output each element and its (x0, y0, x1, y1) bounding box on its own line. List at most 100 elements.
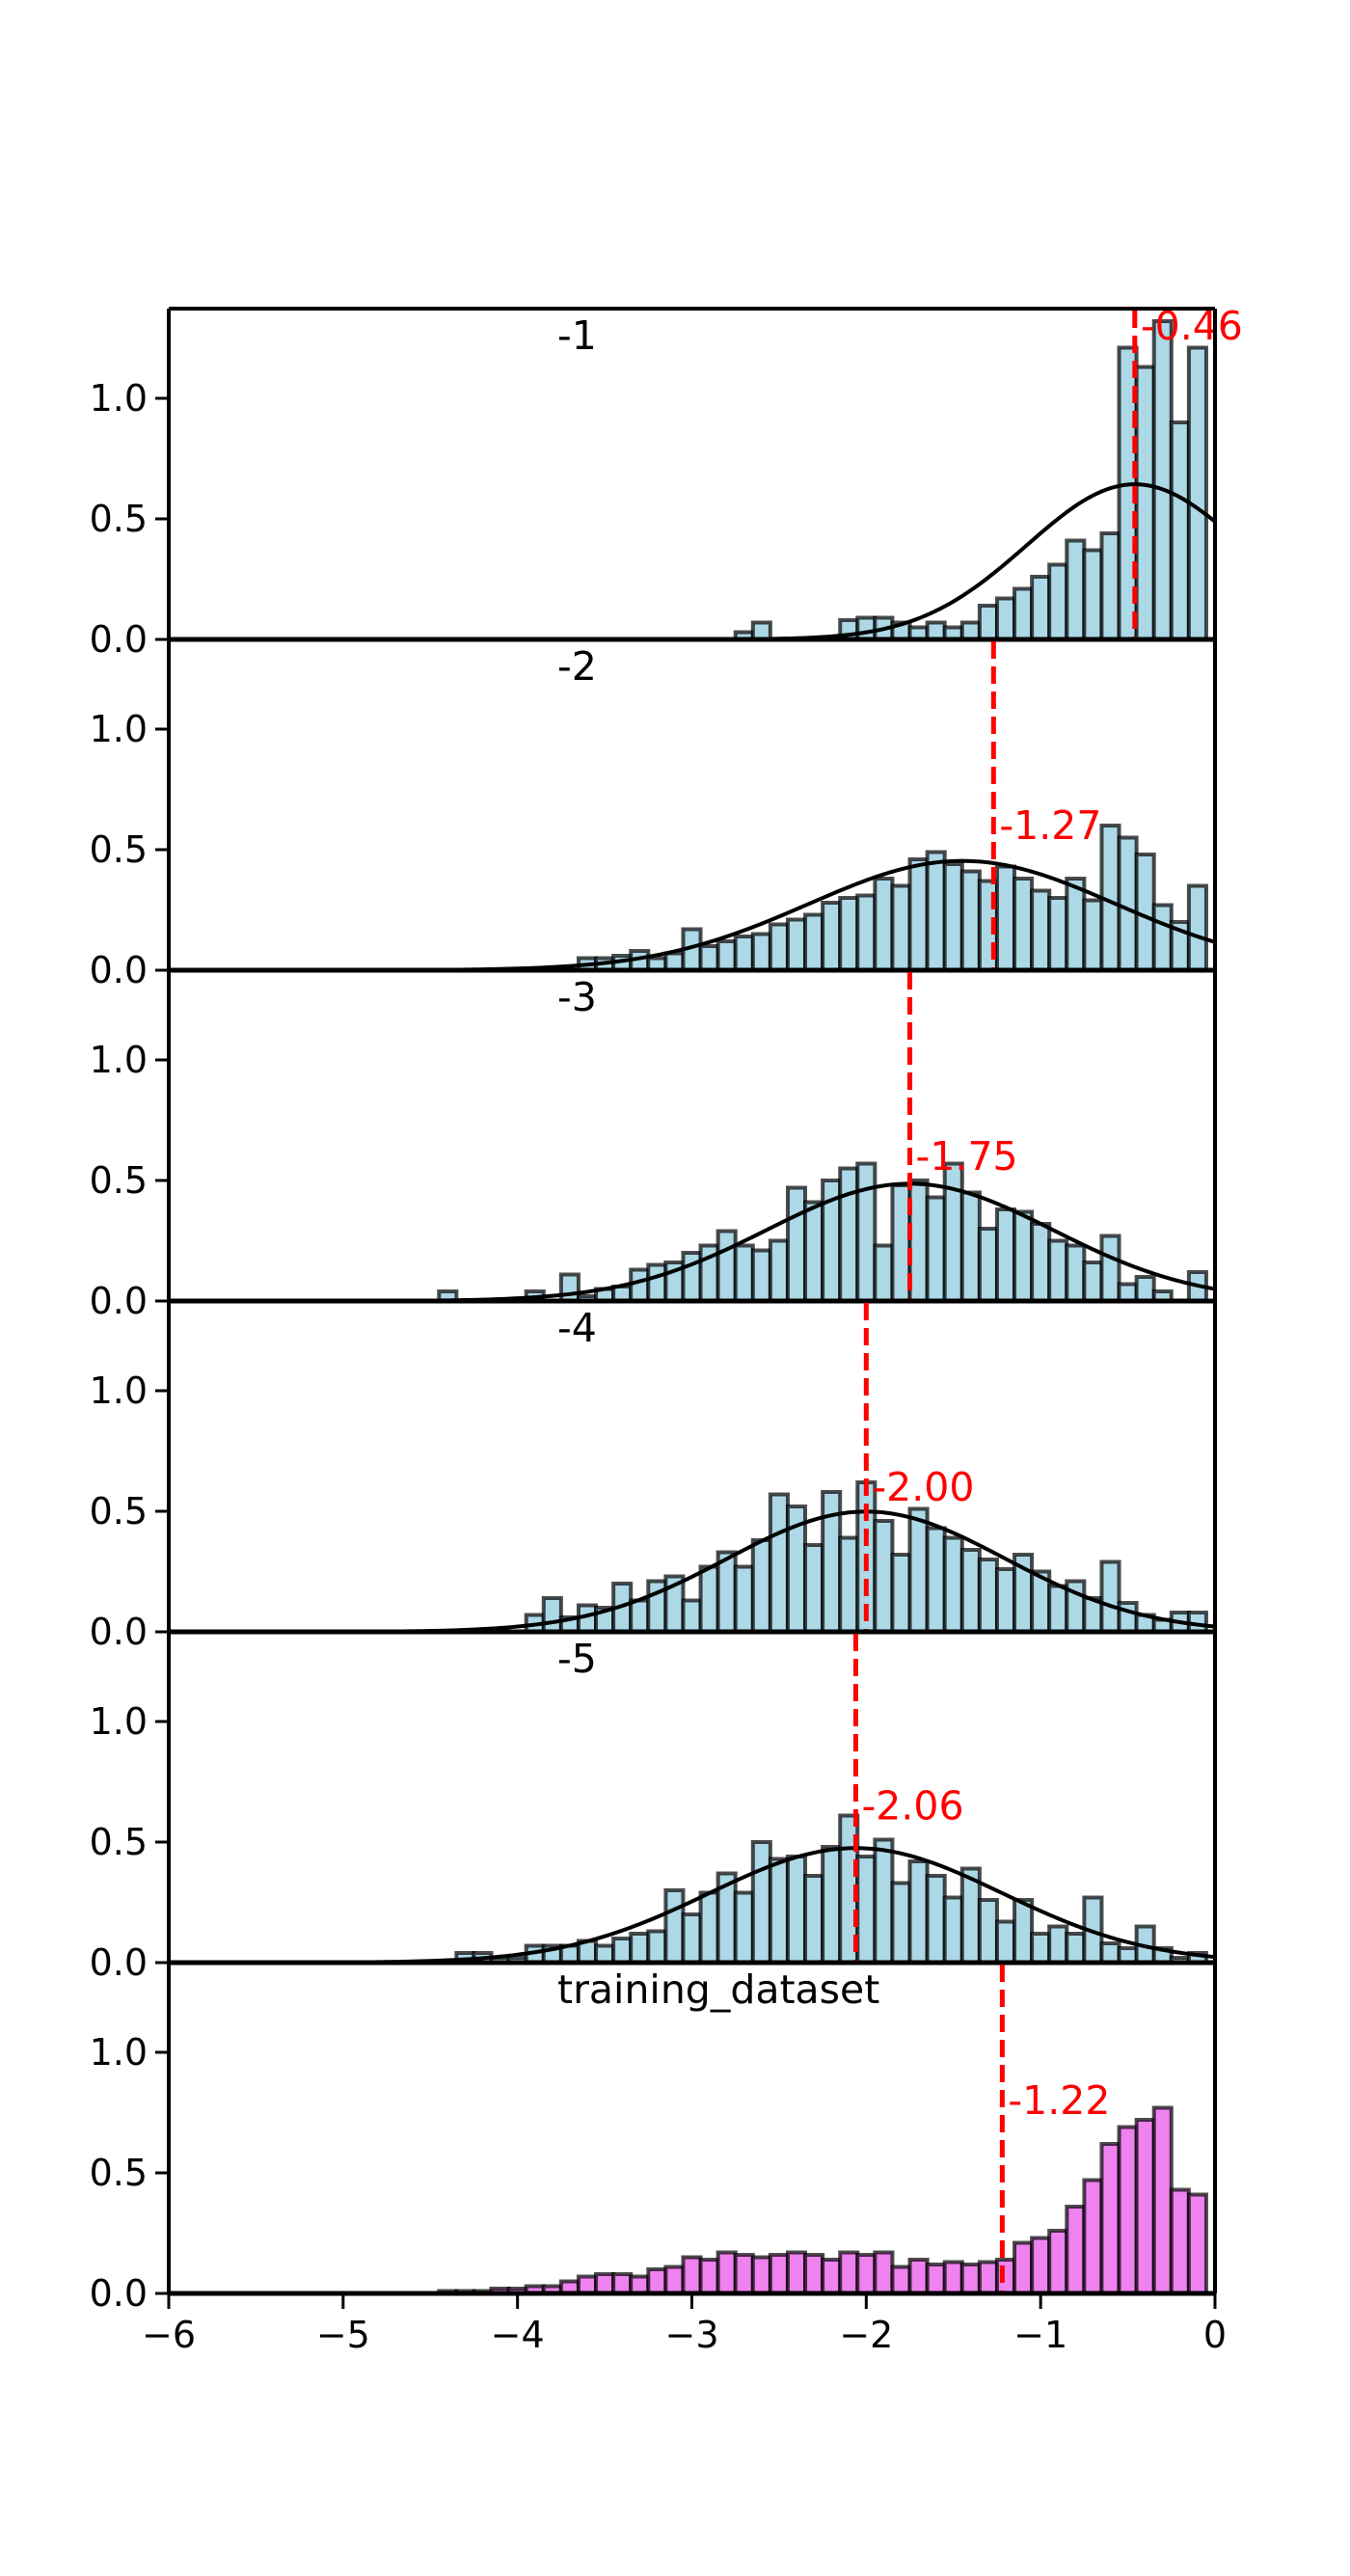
panel-5: -2.06 -5 0.0 0.5 1.0 (90, 1630, 1217, 1984)
histogram-bar (1012, 2240, 1035, 2295)
histogram-bar (1117, 1282, 1139, 1303)
y-tick-label: 0.0 (90, 1280, 148, 1322)
histogram-bar (1047, 562, 1069, 641)
mean-label: -2.00 (872, 1464, 974, 1510)
histogram-bar (1030, 888, 1052, 972)
histogram-bar (1082, 2178, 1104, 2295)
histogram-bar (873, 1837, 895, 1965)
histogram-bar (629, 2274, 651, 2295)
histogram-bar (594, 1943, 616, 1965)
y-tick-label: 1.0 (90, 2031, 148, 2074)
histogram-bar (750, 620, 772, 641)
histogram-bar (873, 2250, 895, 2295)
histogram-bar (681, 2255, 703, 2295)
histogram-bar (733, 1564, 755, 1634)
x-tick-label: −1 (1013, 2314, 1067, 2356)
histogram-bar (785, 1855, 808, 1965)
histogram-bar (1082, 898, 1104, 972)
histogram-bar (646, 1262, 668, 1303)
histogram-bar (925, 2263, 947, 2295)
histogram-bar (698, 1890, 720, 1965)
histogram-bar (1186, 345, 1208, 641)
histogram-bar (733, 935, 755, 972)
histogram-bar (994, 1919, 1017, 1965)
histogram-bar (681, 1598, 703, 1634)
y-tick-label: 0.0 (90, 949, 148, 991)
histogram-bar (994, 2258, 1017, 2295)
histogram-bar (1065, 538, 1087, 641)
histogram-bar (629, 1932, 651, 1965)
histogram-bar (1117, 835, 1139, 972)
histogram-bar (1134, 365, 1156, 641)
x-tick-label: 0 (1203, 2314, 1227, 2356)
histogram-bar (1082, 548, 1104, 641)
y-tick-label: 1.0 (90, 377, 148, 420)
histogram-bar (1169, 420, 1191, 641)
histogram-bar (785, 917, 808, 972)
histogram-bar (1030, 575, 1052, 641)
histogram-bar (768, 1238, 790, 1303)
y-tick-label: 0.5 (90, 498, 148, 540)
histogram-bar (890, 1553, 912, 1634)
histogram-bar (1047, 1584, 1069, 1634)
histogram-bar (1065, 1243, 1087, 1303)
histogram-bar (890, 883, 912, 972)
histogram-bar (942, 862, 964, 972)
mean-label: -1.75 (916, 1133, 1018, 1180)
histogram-bar (925, 620, 947, 641)
histogram-bar (541, 1596, 563, 1634)
histogram-bar (733, 2253, 755, 2295)
histogram-bar (925, 1874, 947, 1965)
histogram-bar (646, 2267, 668, 2295)
histogram-bar (663, 2264, 686, 2295)
histogram-bar (1065, 1932, 1087, 1965)
panel-title: -1 (557, 312, 597, 359)
histogram-bar (925, 1195, 947, 1303)
histogram-bar (1099, 531, 1121, 641)
histogram-bar (1047, 1238, 1069, 1303)
histogram-bar (959, 869, 982, 972)
y-tick-label: 1.0 (90, 1369, 148, 1412)
histogram-bar (629, 1267, 651, 1303)
histogram-bar (663, 1888, 686, 1965)
mean-label: -1.27 (999, 802, 1101, 849)
histogram-bar (994, 596, 1017, 641)
histogram-bar (994, 1207, 1017, 1303)
histogram-bar (873, 1243, 895, 1303)
histogram-bar (855, 1855, 878, 1965)
histogram-bar (698, 1564, 720, 1634)
histogram-bar (733, 1890, 755, 1965)
histogram-bar (994, 864, 1017, 972)
y-tick-label: 0.0 (90, 1611, 148, 1653)
histogram-bar (1151, 319, 1174, 641)
histogram-bar (1012, 1898, 1035, 1965)
histogram-bar (768, 922, 790, 972)
y-tick-label: 0.5 (90, 1821, 148, 1863)
histogram-bar (750, 1840, 772, 1965)
histogram-bar (611, 2272, 634, 2295)
histogram-bar (803, 912, 825, 972)
panel-title: -5 (557, 1636, 597, 1682)
histogram-bar (942, 1895, 964, 1965)
histogram-bar (977, 604, 999, 641)
histogram-bar (1099, 1234, 1121, 1303)
histogram-bar (907, 1506, 930, 1634)
histogram-bar (1030, 2236, 1052, 2295)
histogram-bar (942, 2260, 964, 2295)
panel-4: -2.00 -4 0.0 0.5 1.0 (90, 1299, 1217, 1653)
histogram-bar (994, 1567, 1017, 1634)
histogram-bar (576, 2274, 599, 2295)
y-tick-label: 1.0 (90, 1700, 148, 1743)
histogram-bar (663, 951, 686, 972)
histogram-bar (803, 1874, 825, 1965)
panel-6: -1.22 training_dataset 0.0 0.5 1.0 (90, 1961, 1217, 2315)
histogram-bar (977, 1898, 999, 1965)
histogram-bar (855, 1161, 878, 1303)
panel-3: -1.75 -3 0.0 0.5 1.0 (90, 968, 1217, 1322)
panel-title: -2 (557, 643, 597, 690)
y-tick-label: 1.0 (90, 708, 148, 750)
histogram-bar (1151, 903, 1174, 972)
histogram-bar (1065, 877, 1087, 972)
histogram-bar (1099, 2142, 1121, 2295)
histogram-bar (1186, 883, 1208, 972)
